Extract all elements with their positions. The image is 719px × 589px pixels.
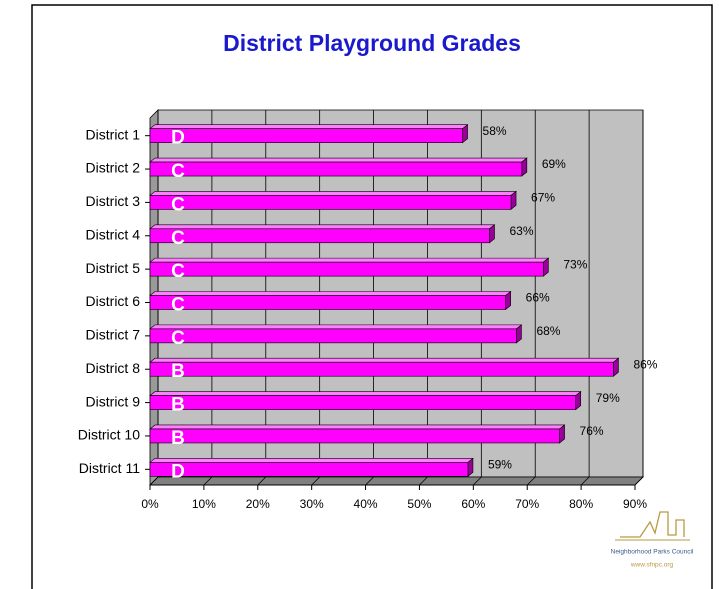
- data-label: 69%: [542, 157, 566, 171]
- bar: [149, 161, 523, 177]
- grade-label: C: [171, 228, 185, 249]
- grade-label: B: [171, 428, 185, 449]
- grid-line: [580, 110, 590, 486]
- grade-label: C: [171, 328, 185, 349]
- grade-label: C: [171, 161, 185, 182]
- bar-top: [149, 357, 620, 363]
- chart-title: District Playground Grades: [223, 30, 521, 56]
- data-label: 67%: [531, 191, 555, 205]
- data-label: 76%: [580, 424, 604, 438]
- x-tick-label: 60%: [461, 497, 485, 511]
- grid-line: [526, 110, 536, 486]
- logo-name: Neighborhood Parks Council: [611, 549, 694, 556]
- bar: [149, 128, 463, 143]
- bar: [149, 195, 512, 210]
- y-tick-label: District 4: [86, 226, 141, 242]
- bar-top: [149, 257, 550, 263]
- x-tick-label: 70%: [515, 497, 539, 511]
- bar: [149, 428, 560, 444]
- grade-label: D: [171, 461, 185, 482]
- y-tick-label: District 11: [79, 460, 140, 476]
- grade-label: C: [171, 194, 185, 215]
- bar: [149, 462, 469, 477]
- bar-top: [149, 157, 528, 163]
- bar-top: [149, 324, 523, 330]
- bar-top: [149, 424, 566, 430]
- data-label: 79%: [596, 391, 620, 405]
- y-tick-label: District 7: [86, 327, 141, 343]
- x-tick-label: 0%: [141, 497, 159, 511]
- bar: [149, 228, 490, 244]
- bar-top: [149, 458, 474, 463]
- bar: [149, 361, 614, 377]
- data-label: 58%: [483, 124, 507, 138]
- grade-label: B: [171, 395, 185, 416]
- y-tick-label: District 9: [86, 393, 141, 409]
- y-tick-label: District 1: [86, 126, 141, 142]
- x-tick-label: 50%: [407, 497, 431, 511]
- grade-label: D: [171, 128, 185, 149]
- floor: [149, 476, 644, 486]
- bar-top: [149, 391, 582, 396]
- x-tick-label: 10%: [192, 497, 216, 511]
- data-label: 86%: [633, 357, 657, 371]
- data-label: 66%: [526, 291, 550, 305]
- data-label: 63%: [510, 224, 534, 238]
- logo-icon: [620, 511, 685, 538]
- bar-top: [149, 224, 496, 230]
- x-tick-label: 80%: [569, 497, 593, 511]
- y-tick-label: District 3: [86, 193, 141, 209]
- y-tick-label: District 5: [86, 260, 141, 276]
- y-tick-label: District 8: [86, 360, 141, 376]
- y-tick-label: District 6: [86, 293, 141, 309]
- bar-top: [149, 191, 517, 196]
- y-tick-label: District 2: [86, 160, 141, 176]
- bar-top: [149, 124, 469, 129]
- x-tick-label: 90%: [623, 497, 647, 511]
- grade-label: C: [171, 261, 185, 282]
- bar: [149, 328, 517, 344]
- grade-label: B: [171, 361, 185, 382]
- data-label: 59%: [488, 457, 512, 471]
- data-label: 73%: [563, 257, 587, 271]
- grade-label: C: [171, 295, 185, 316]
- bar: [149, 295, 506, 310]
- bar-top: [149, 291, 512, 296]
- grid-line: [634, 110, 644, 486]
- x-tick-label: 30%: [300, 497, 324, 511]
- bar: [149, 261, 544, 277]
- logo: Neighborhood Parks Council www.sfnpc.org: [611, 511, 694, 569]
- x-tick-label: 40%: [354, 497, 378, 511]
- bar: [149, 395, 577, 410]
- logo-url: www.sfnpc.org: [630, 562, 674, 569]
- x-tick-label: 20%: [246, 497, 270, 511]
- y-tick-label: District 10: [78, 427, 140, 443]
- data-label: 68%: [536, 324, 560, 338]
